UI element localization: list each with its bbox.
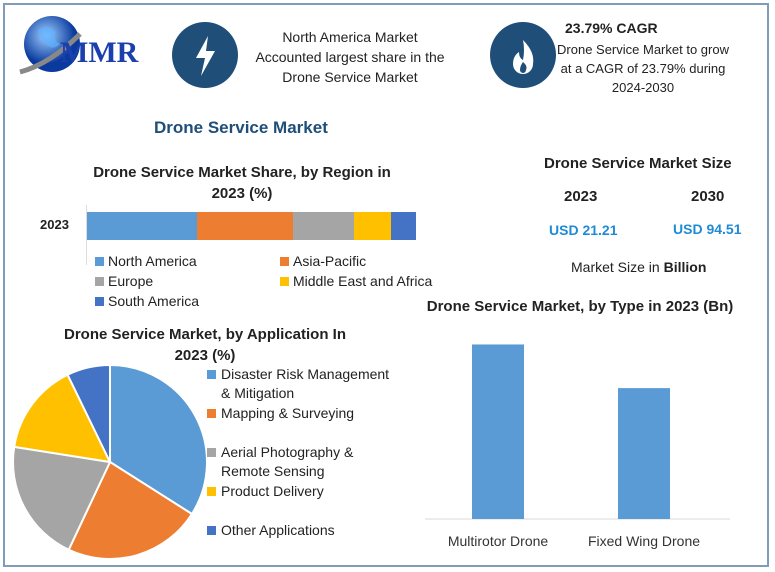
region-axis xyxy=(86,205,87,265)
market-size-title: Drone Service Market Size xyxy=(544,155,732,172)
legend-label: Disaster Risk Management & Mitigation xyxy=(221,365,389,403)
legend-swatch xyxy=(207,409,216,418)
legend-middle-east-africa: Middle East and Africa xyxy=(280,273,432,289)
bar-segment-asia-pacific xyxy=(196,212,293,240)
x-tick-label: Multirotor Drone xyxy=(448,533,549,549)
bar-segment-middle-east-and-africa xyxy=(353,212,391,240)
application-chart-title-text: Drone Service Market, by Application In … xyxy=(63,326,347,364)
note-text: Market Size in xyxy=(571,259,664,275)
legend-swatch xyxy=(207,370,216,379)
page-frame xyxy=(3,3,769,567)
callout-line: Drone Service Market to grow xyxy=(557,42,729,57)
callout-line: 2024-2030 xyxy=(611,80,675,95)
cagr-title: 23.79% CAGR xyxy=(565,20,658,36)
logo-text: MMR xyxy=(60,36,139,69)
bar-segment-europe xyxy=(292,212,354,240)
bar-fixed-wing-drone xyxy=(618,388,670,519)
legend-label: Other Applications xyxy=(221,521,335,540)
market-size-note: Market Size in Billion xyxy=(571,259,706,275)
north-america-callout: North America Market Accounted largest s… xyxy=(240,27,460,87)
legend-swatch xyxy=(207,526,216,535)
legend-label-line: Other Applications xyxy=(221,522,335,538)
legend-label-line: Disaster Risk Management xyxy=(221,366,390,382)
legend-asia-pacific: Asia-Pacific xyxy=(280,253,366,269)
legend-south-america: South America xyxy=(95,293,199,309)
cagr-callout: Drone Service Market to grow at a CAGR o… xyxy=(548,40,738,97)
pie-slice xyxy=(13,373,112,464)
legend-label-line: Mapping & Surveying xyxy=(221,405,355,421)
flame-icon xyxy=(490,22,556,88)
bar-segment-north-america xyxy=(87,212,197,240)
region-chart-title-text: Drone Service Market Share, by Region in… xyxy=(93,164,391,202)
legend-label-line: & Mitigation xyxy=(221,385,295,401)
legend-item: Disaster Risk Management & Mitigation xyxy=(207,365,389,403)
callout-line: at a CAGR of 23.79% during xyxy=(560,61,726,76)
legend-item: Product Delivery xyxy=(207,482,324,501)
callout-line: Drone Service Market xyxy=(282,69,418,85)
legend-label: Europe xyxy=(108,273,154,289)
legend-label: Product Delivery xyxy=(221,482,324,501)
legend-north-america: North America xyxy=(95,253,197,269)
main-title: Drone Service Market xyxy=(154,118,328,137)
legend-label: Asia-Pacific xyxy=(293,253,367,269)
legend-item: Aerial Photography & Remote Sensing xyxy=(207,443,353,481)
x-tick-label: Fixed Wing Drone xyxy=(588,533,700,549)
year-2030: 2030 xyxy=(691,188,725,205)
region-chart-title: Drone Service Market Share, by Region in… xyxy=(82,162,402,204)
type-chart-title-text: Drone Service Market, by Type in 2023 (B… xyxy=(426,298,734,315)
legend-item: Mapping & Surveying xyxy=(207,404,354,423)
legend-item: Other Applications xyxy=(207,521,335,540)
bar-multirotor-drone xyxy=(472,344,524,519)
type-chart-title: Drone Service Market, by Type in 2023 (B… xyxy=(425,296,735,317)
legend-label: Aerial Photography & Remote Sensing xyxy=(221,443,353,481)
type-bar-chart: Multirotor Drone Fixed Wing Drone xyxy=(425,344,730,549)
legend-label-line: Aerial Photography & xyxy=(221,444,354,460)
year-2023: 2023 xyxy=(564,188,598,205)
legend-swatch xyxy=(207,448,216,457)
legend-swatch xyxy=(207,487,216,496)
legend-europe: Europe xyxy=(95,273,153,289)
value-2023: USD 21.21 xyxy=(549,222,618,238)
legend-label: Mapping & Surveying xyxy=(221,404,354,423)
pie-slice xyxy=(12,445,112,552)
legend-label: South America xyxy=(108,293,200,309)
legend-label: North America xyxy=(108,253,197,269)
callout-line: North America Market xyxy=(282,29,418,45)
logo: MMR xyxy=(10,12,160,92)
bar-segment-south-america xyxy=(390,212,416,240)
legend-label-line: Product Delivery xyxy=(221,483,324,499)
value-2030: USD 94.51 xyxy=(673,221,742,237)
application-chart-title: Drone Service Market, by Application In … xyxy=(50,324,360,366)
legend-label-line: Remote Sensing xyxy=(221,463,325,479)
region-y-label: 2023 xyxy=(40,217,69,232)
lightning-icon xyxy=(172,22,238,88)
application-pie-chart xyxy=(12,363,208,560)
region-stacked-bar xyxy=(87,212,416,240)
globe-icon xyxy=(19,16,82,75)
note-unit: Billion xyxy=(663,259,707,275)
callout-line: Accounted largest share in the xyxy=(255,49,445,65)
pie-slice xyxy=(66,363,111,463)
legend-label: Middle East and Africa xyxy=(293,273,433,289)
